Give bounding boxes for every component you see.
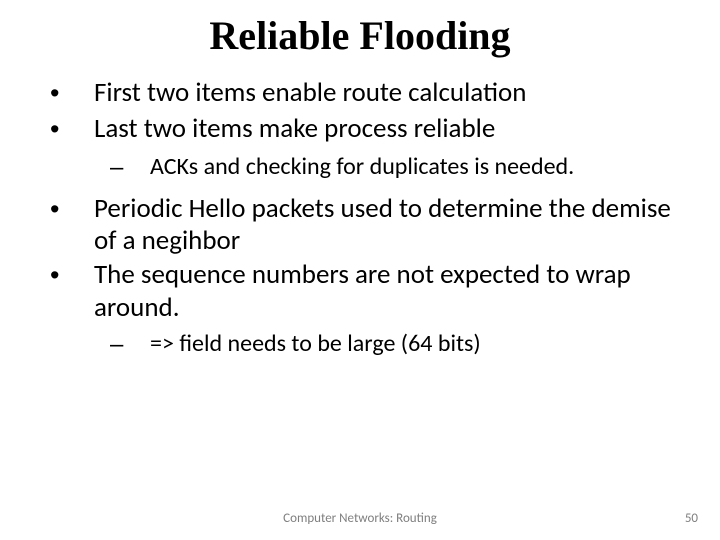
footer-text: Computer Networks: Routing	[0, 511, 720, 526]
sub-bullet-item: – => field needs to be large (64 bits)	[110, 330, 690, 360]
bullet-item: • The sequence numbers are not expected …	[50, 259, 690, 324]
slide-title: Reliable Flooding	[30, 12, 690, 59]
bullet-item: • Last two items make process reliable	[50, 113, 690, 147]
sub-bullet-marker: –	[110, 330, 150, 360]
bullet-text: Last two items make process reliable	[94, 113, 495, 145]
sub-bullet-item: – ACKs and checking for duplicates is ne…	[110, 153, 690, 183]
bullet-marker: •	[50, 259, 94, 293]
bullet-text: First two items enable route calculation	[94, 77, 526, 109]
bullet-marker: •	[50, 77, 94, 111]
bullet-item: • Periodic Hello packets used to determi…	[50, 193, 690, 258]
bullet-marker: •	[50, 113, 94, 147]
sub-bullet-text: ACKs and checking for duplicates is need…	[150, 153, 574, 182]
sub-bullet-marker: –	[110, 153, 150, 183]
slide: Reliable Flooding • First two items enab…	[0, 0, 720, 540]
bullet-item: • First two items enable route calculati…	[50, 77, 690, 111]
bullet-text: Periodic Hello packets used to determine…	[94, 193, 690, 258]
sub-bullet-text: => field needs to be large (64 bits)	[150, 330, 481, 359]
bullet-text: The sequence numbers are not expected to…	[94, 259, 690, 324]
page-number: 50	[685, 511, 698, 526]
bullet-marker: •	[50, 193, 94, 227]
slide-content: • First two items enable route calculati…	[30, 77, 690, 360]
